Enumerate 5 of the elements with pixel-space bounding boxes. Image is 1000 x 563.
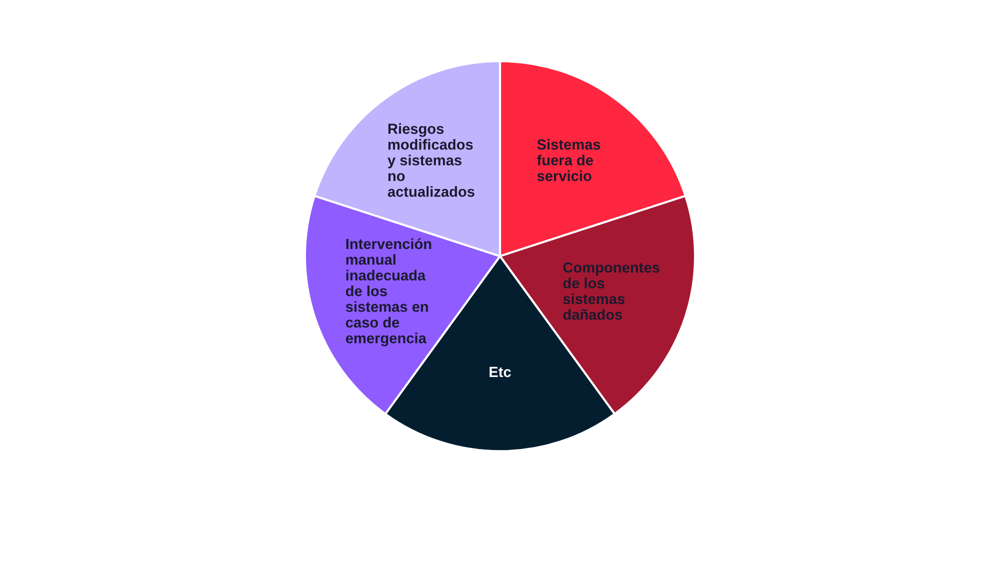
slice-label: Intervención manual inadecuada de los sistemas en caso de emergencia bbox=[346, 238, 432, 346]
slice-label: Componentes de los sistemas dañados bbox=[563, 262, 660, 320]
slice-label: Riesgos modificados y sistemas no actualizados bbox=[388, 123, 474, 197]
slice-label: Sistemas fuera de servicio bbox=[537, 138, 600, 182]
slice-label: Etc bbox=[490, 366, 511, 378]
